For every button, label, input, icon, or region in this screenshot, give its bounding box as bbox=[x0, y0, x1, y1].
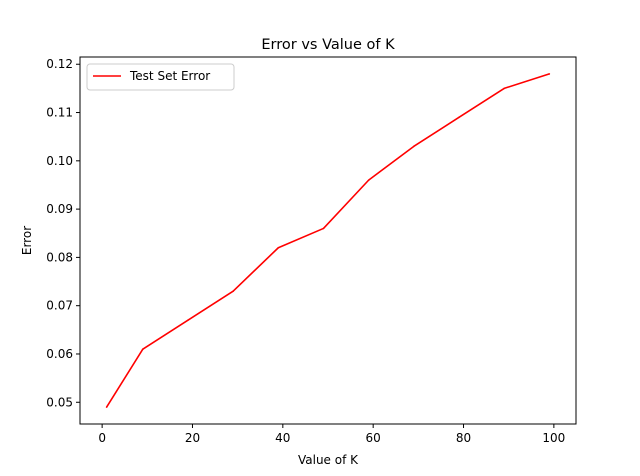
y-axis-title: Error bbox=[20, 226, 34, 255]
data-point bbox=[458, 116, 460, 119]
plot-area bbox=[79, 56, 577, 425]
y-tick-label: 0.10 bbox=[46, 154, 73, 168]
x-tick-label: 0 bbox=[98, 431, 106, 445]
data-point bbox=[548, 73, 551, 75]
legend-box bbox=[86, 63, 235, 91]
chart-title: Error vs Value of K bbox=[261, 37, 395, 53]
data-point bbox=[141, 348, 144, 350]
y-tick-label: 0.05 bbox=[46, 395, 73, 409]
x-axis: 0 20 40 60 80 100 bbox=[98, 424, 565, 445]
data-point bbox=[413, 145, 415, 148]
data-point bbox=[232, 290, 234, 293]
data-point bbox=[277, 246, 280, 249]
data-point bbox=[187, 319, 189, 321]
x-tick-label: 20 bbox=[185, 431, 200, 445]
y-tick-label: 0.11 bbox=[46, 106, 73, 120]
x-tick-label: 100 bbox=[542, 431, 565, 445]
y-tick-label: 0.07 bbox=[46, 299, 73, 313]
y-tick-label: 0.08 bbox=[46, 250, 73, 264]
x-tick-label: 60 bbox=[366, 431, 381, 445]
y-tick-label: 0.06 bbox=[46, 347, 73, 361]
legend: Test Set Error bbox=[86, 63, 235, 91]
x-axis-title: Value of K bbox=[298, 453, 359, 467]
legend-label: Test Set Error bbox=[129, 69, 210, 83]
y-tick-label: 0.09 bbox=[46, 202, 73, 216]
x-tick-label: 80 bbox=[456, 431, 471, 445]
data-point bbox=[322, 227, 325, 230]
x-tick-label: 40 bbox=[275, 431, 290, 445]
data-point bbox=[503, 87, 505, 90]
y-tick-label: 0.12 bbox=[46, 57, 73, 71]
series-layer bbox=[105, 73, 551, 408]
y-axis: 0.05 0.06 0.07 0.08 0.09 0.10 0.11 0.12 bbox=[46, 57, 80, 409]
data-point bbox=[367, 179, 370, 181]
data-point bbox=[105, 406, 108, 408]
